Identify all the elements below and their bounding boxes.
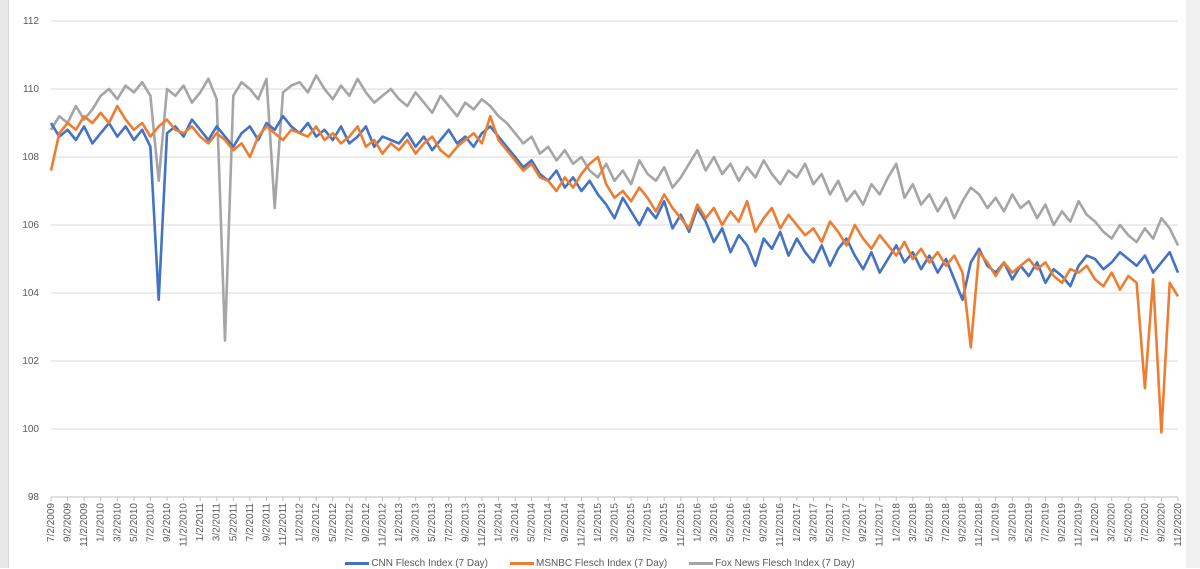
x-tick-label: 1/2/2010 — [96, 503, 107, 542]
gridlines — [51, 20, 1178, 430]
x-tick-label: 9/2/2010 — [162, 503, 173, 542]
legend-swatch-msnbc — [510, 562, 535, 565]
y-tick-label: 106 — [22, 220, 39, 231]
x-tick-label: 3/2/2010 — [112, 503, 123, 542]
x-tick-label: 1/2/2015 — [593, 503, 604, 542]
x-tick-label: 5/2/2020 — [1123, 503, 1134, 542]
x-tick-label: 7/2/2013 — [444, 503, 455, 542]
x-tick-label: 9/2/2011 — [261, 503, 272, 542]
x-tick-label: 9/2/2012 — [361, 503, 372, 542]
x-tick-label: 1/2/2011 — [195, 503, 206, 542]
x-tick-label: 1/2/2017 — [792, 503, 803, 542]
x-tick-label: 11/2/2017 — [875, 503, 886, 547]
x-tick-label: 3/2/2018 — [908, 503, 919, 542]
x-tick-label: 7/2/2011 — [245, 503, 256, 542]
series-line-fox — [49, 74, 1180, 342]
legend-item-msnbc: MSNBC Flesch Index (7 Day) — [510, 558, 667, 569]
legend-label-msnbc: MSNBC Flesch Index (7 Day) — [536, 558, 668, 569]
legend-swatch-fox — [689, 562, 714, 565]
legend-swatch-cnn — [345, 562, 370, 565]
x-tick-label: 5/2/2018 — [924, 503, 935, 542]
x-tick-label: 9/2/2017 — [858, 503, 869, 542]
x-tick-label: 7/2/2012 — [344, 503, 355, 542]
x-tick-label: 9/2/2013 — [460, 503, 471, 542]
x-tick-label: 11/2/2019 — [1074, 503, 1085, 547]
x-tick-label: 9/2/2014 — [560, 503, 571, 542]
x-tick-label: 11/2/2016 — [775, 503, 786, 547]
x-tick-label: 3/2/2012 — [311, 503, 322, 542]
x-tick-label: 9/2/2015 — [659, 503, 670, 542]
y-tick-label: 112 — [23, 16, 39, 27]
legend-item-cnn: CNN Flesch Index (7 Day) — [345, 558, 488, 569]
legend-label-cnn: CNN Flesch Index (7 Day) — [371, 558, 489, 569]
x-tick-label: 1/2/2018 — [891, 503, 902, 542]
x-tick-label: 5/2/2015 — [626, 503, 637, 542]
x-tick-label: 9/2/2019 — [1057, 503, 1068, 542]
x-tick-label: 3/2/2015 — [610, 503, 621, 542]
x-axis: 7/2/2009 9/2/2009 11/2/2009 1/2/2010 3/2/201… — [46, 496, 1184, 547]
x-tick-label: 7/2/2018 — [941, 503, 952, 542]
x-tick-label: 1/2/2019 — [991, 503, 1002, 542]
x-tick-label: 1/2/2014 — [493, 503, 504, 542]
x-tick-label: 11/2/2015 — [676, 503, 687, 547]
y-tick-label: 104 — [22, 288, 39, 299]
x-tick-label: 5/2/2013 — [427, 503, 438, 542]
x-tick-label: 3/2/2016 — [709, 503, 720, 542]
x-tick-label: 5/2/2012 — [328, 503, 339, 542]
series-lines — [49, 74, 1180, 434]
x-tick-label: 1/2/2016 — [692, 503, 703, 542]
x-tick-label: 9/2/2009 — [63, 503, 74, 542]
x-tick-label: 3/2/2017 — [808, 503, 819, 542]
legend: CNN Flesch Index (7 Day) MSNBC Flesch In… — [0, 558, 1200, 569]
x-tick-label: 5/2/2014 — [527, 503, 538, 542]
x-tick-label: 7/2/2016 — [742, 503, 753, 542]
y-tick-label: 102 — [22, 356, 39, 367]
x-tick-label: 3/2/2011 — [212, 503, 223, 542]
x-tick-label: 5/2/2011 — [228, 503, 239, 542]
x-tick-label: 9/2/2018 — [958, 503, 969, 542]
y-tick-label: 98 — [28, 492, 40, 503]
x-tick-label: 5/2/2019 — [1024, 503, 1035, 542]
x-tick-label: 7/2/2010 — [145, 503, 156, 542]
x-tick-label: 11/2/2013 — [477, 503, 488, 547]
series-line-msnbc — [49, 104, 1180, 434]
y-tick-label: 108 — [22, 152, 39, 163]
x-tick-label: 7/2/2015 — [643, 503, 654, 542]
x-tick-label: 7/2/2009 — [46, 503, 57, 542]
x-tick-label: 9/2/2016 — [759, 503, 770, 542]
right-window-edge — [1186, 0, 1200, 568]
x-tick-label: 5/2/2016 — [726, 503, 737, 542]
x-tick-label: 1/2/2020 — [1090, 503, 1101, 542]
x-tick-label: 7/2/2020 — [1140, 503, 1151, 542]
x-tick-label: 11/2/2014 — [576, 503, 587, 547]
x-tick-label: 11/2/2009 — [79, 503, 90, 547]
x-tick-label: 1/2/2012 — [295, 503, 306, 542]
x-tick-label: 11/2/2018 — [974, 503, 985, 547]
x-tick-label: 5/2/2017 — [825, 503, 836, 542]
legend-label-fox: Fox News Flesch Index (7 Day) — [715, 558, 855, 569]
x-tick-label: 7/2/2019 — [1040, 503, 1051, 542]
x-tick-label: 11/2/2020 — [1173, 503, 1184, 547]
x-tick-label: 11/2/2010 — [179, 503, 190, 547]
x-tick-label: 1/2/2013 — [394, 503, 405, 542]
x-tick-label: 3/2/2013 — [411, 503, 422, 542]
x-tick-label: 7/2/2017 — [842, 503, 853, 542]
x-tick-label: 11/2/2012 — [377, 503, 388, 547]
x-tick-label: 3/2/2014 — [510, 503, 521, 542]
legend-item-fox: Fox News Flesch Index (7 Day) — [689, 558, 855, 569]
x-tick-label: 7/2/2014 — [543, 503, 554, 542]
x-tick-label: 11/2/2011 — [278, 503, 289, 546]
x-tick-label: 5/2/2010 — [129, 503, 140, 542]
x-tick-label: 3/2/2020 — [1107, 503, 1118, 542]
y-axis-ticks: 98 100 102 104 106 108 110 112 — [22, 16, 39, 503]
left-window-edge — [0, 0, 9, 568]
y-tick-label: 110 — [23, 84, 39, 95]
y-tick-label: 100 — [22, 424, 39, 435]
x-tick-label: 3/2/2019 — [1007, 503, 1018, 542]
x-tick-label: 9/2/2020 — [1156, 503, 1167, 542]
